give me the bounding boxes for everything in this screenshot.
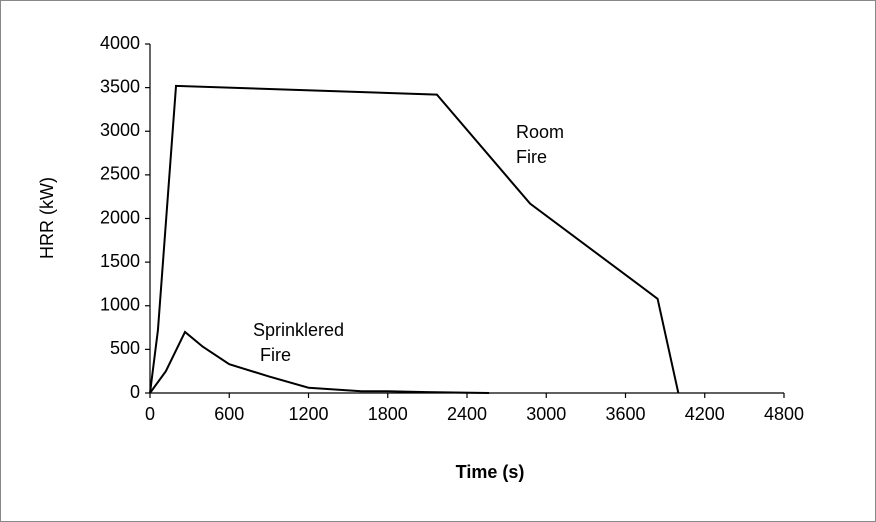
y-axis-title: HRR (kW) bbox=[37, 177, 57, 259]
x-tick-label: 3000 bbox=[526, 404, 566, 424]
annotation: Room bbox=[516, 122, 564, 142]
x-tick-label: 600 bbox=[214, 404, 244, 424]
series-line bbox=[149, 330, 490, 394]
x-tick-label: 0 bbox=[145, 404, 155, 424]
y-tick-label: 1000 bbox=[100, 295, 140, 315]
x-tick-label: 1800 bbox=[368, 404, 408, 424]
y-tick-label: 1500 bbox=[100, 251, 140, 271]
y-tick-label: 3000 bbox=[100, 120, 140, 140]
series-line bbox=[149, 84, 680, 394]
x-tick-label: 3600 bbox=[605, 404, 645, 424]
y-tick-label: 4000 bbox=[100, 33, 140, 53]
x-tick-label: 2400 bbox=[447, 404, 487, 424]
y-tick-label: 0 bbox=[130, 382, 140, 402]
annotation: Fire bbox=[516, 147, 547, 167]
y-tick-label: 3500 bbox=[100, 76, 140, 96]
annotation: Sprinklered bbox=[253, 320, 344, 340]
y-tick-label: 2500 bbox=[100, 164, 140, 184]
x-tick-label: 1200 bbox=[288, 404, 328, 424]
x-tick-label: 4800 bbox=[764, 404, 804, 424]
x-tick-label: 4200 bbox=[685, 404, 725, 424]
y-tick-label: 2000 bbox=[100, 207, 140, 227]
annotation: Fire bbox=[260, 345, 291, 365]
y-tick-label: 500 bbox=[110, 338, 140, 358]
x-axis-title: Time (s) bbox=[456, 462, 525, 482]
